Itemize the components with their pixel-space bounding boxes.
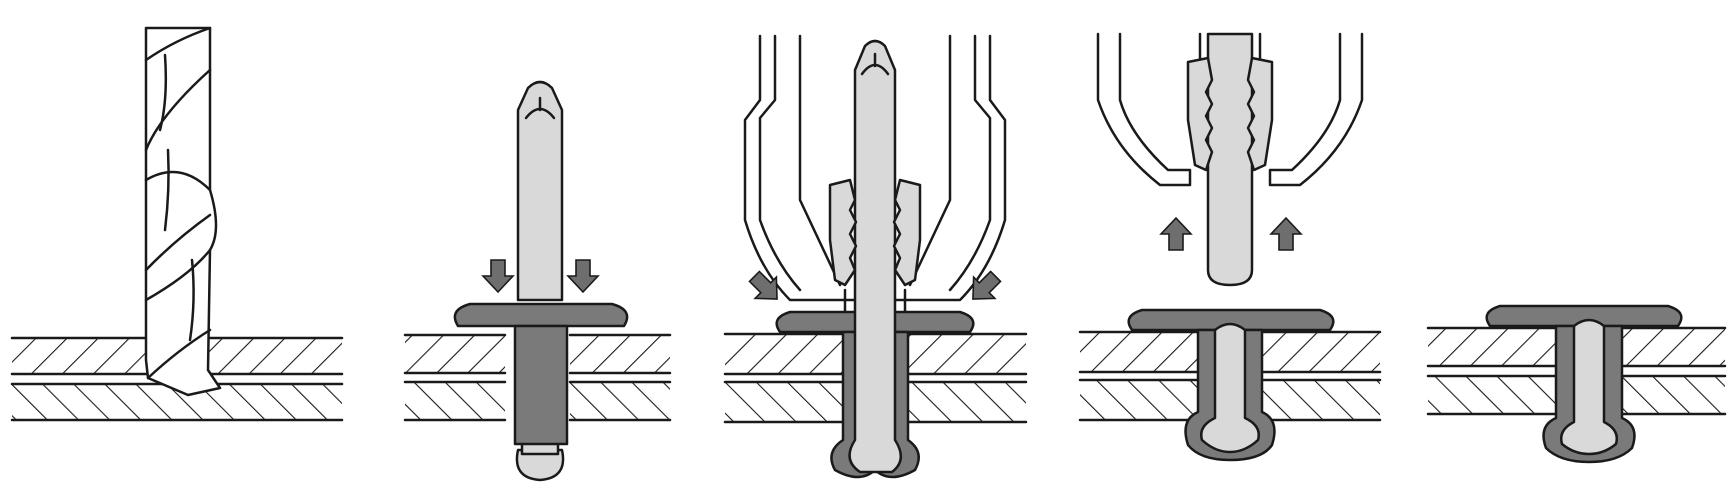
step-set-rivet	[1426, 304, 1727, 464]
step-drill-hole	[10, 26, 344, 422]
set-rivet-body	[1127, 308, 1335, 462]
step-pull-mandrel	[1078, 32, 1382, 462]
step-insert-rivet	[403, 80, 672, 482]
nose-piece	[1096, 32, 1364, 187]
hatched-plates	[403, 333, 672, 422]
rivet-flange	[453, 302, 629, 446]
broken-mandrel	[1206, 32, 1254, 287]
hatched-plates	[1426, 326, 1727, 416]
hatched-plates	[1078, 330, 1382, 422]
jaws	[1186, 56, 1274, 172]
jaws	[828, 178, 922, 287]
rivet-mandrel	[515, 80, 565, 482]
drill-bit-icon	[144, 26, 222, 397]
step-apply-tool	[723, 34, 1028, 479]
rivet-mandrel	[848, 39, 902, 474]
set-rivet-body	[1485, 304, 1683, 464]
hatched-plates	[723, 332, 1028, 424]
